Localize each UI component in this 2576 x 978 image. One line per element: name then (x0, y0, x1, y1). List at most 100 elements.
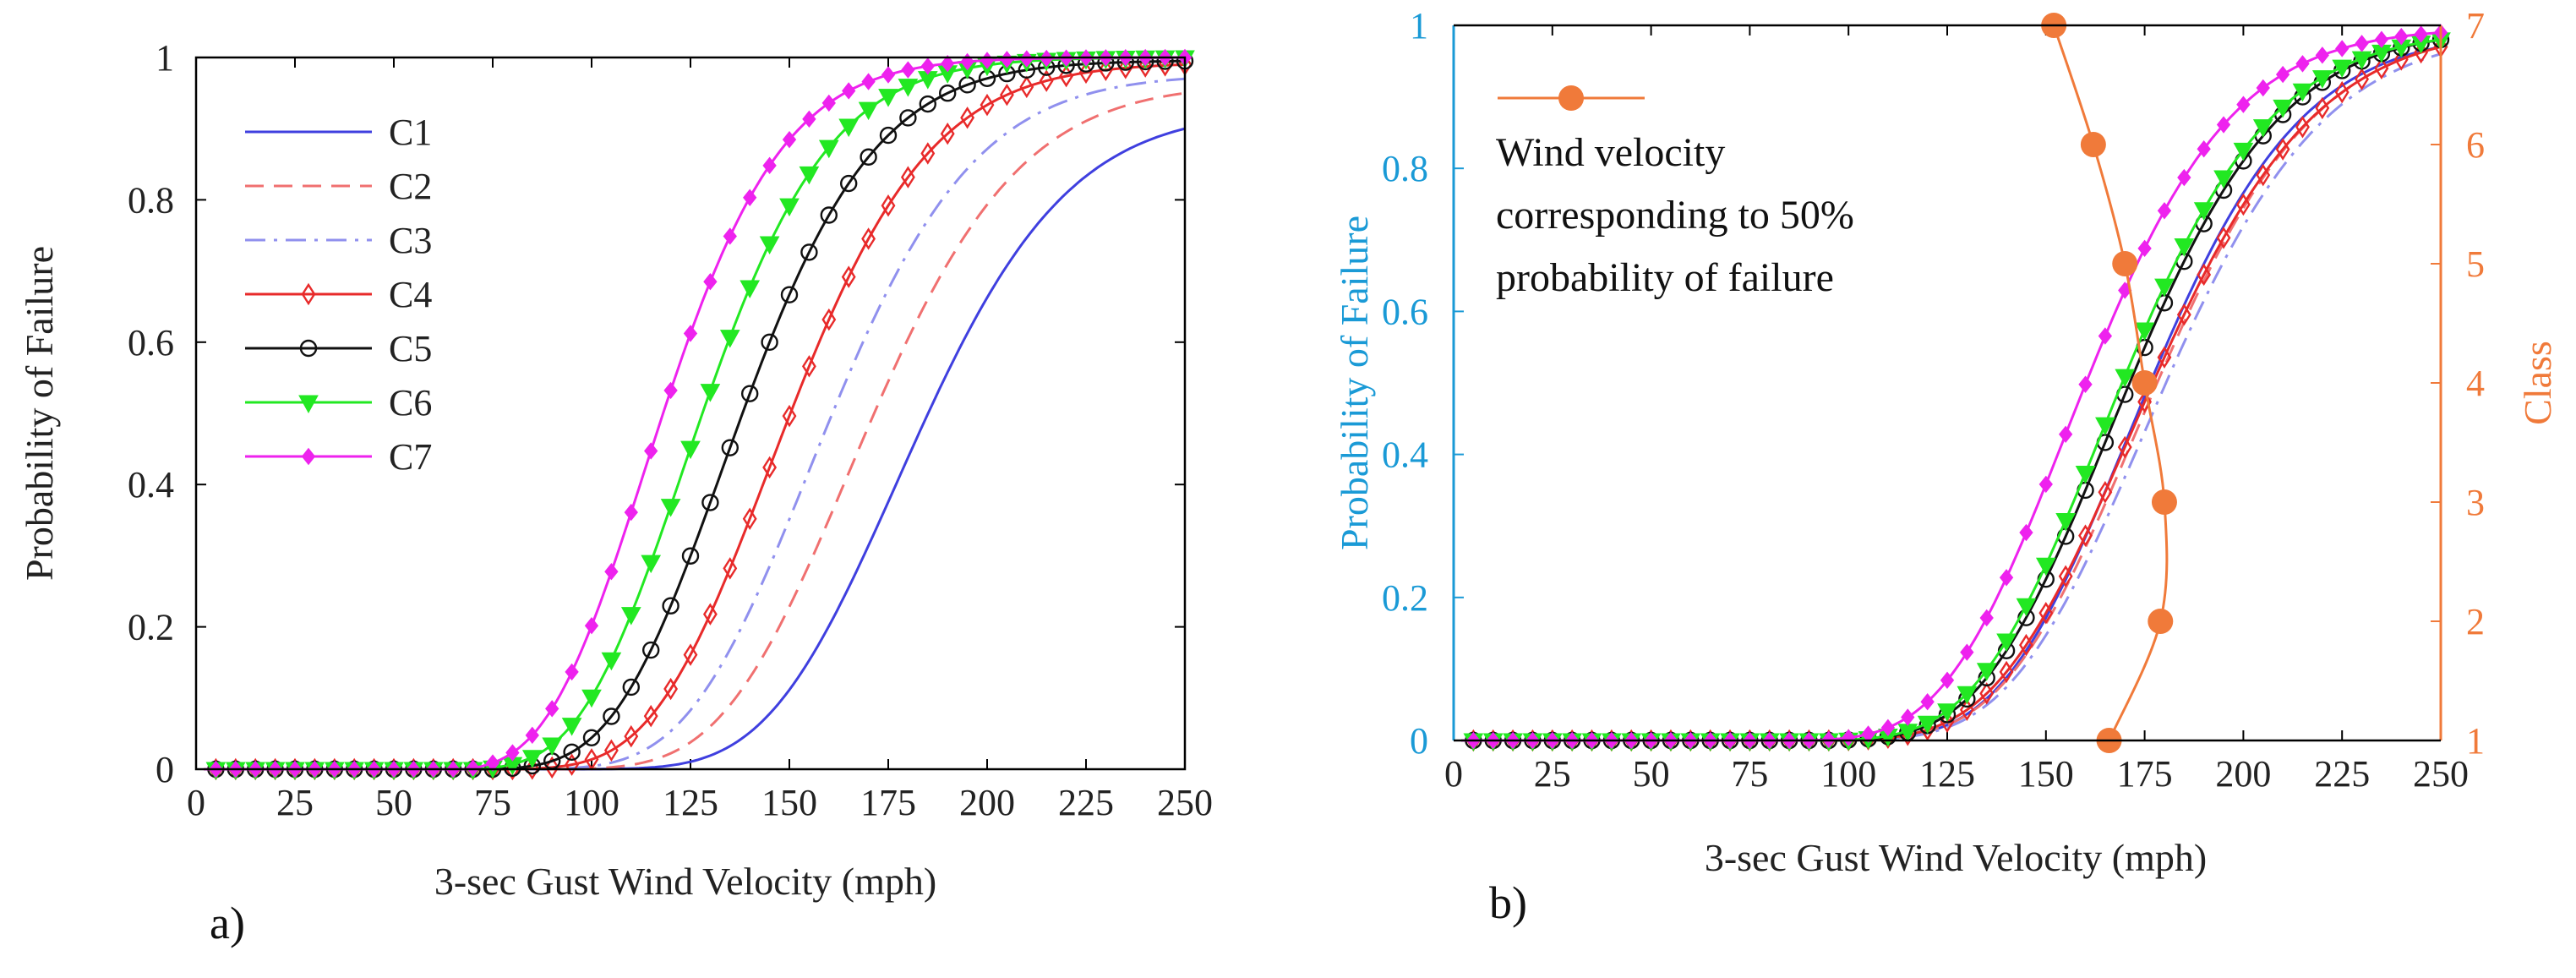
data-point-c5 (820, 206, 838, 224)
data-point-c6 (1937, 703, 1957, 722)
data-point-c6 (2035, 557, 2056, 576)
data-point-c4 (2197, 263, 2212, 287)
panel-b-label: b) (1489, 877, 1527, 928)
data-point-c4 (544, 756, 559, 779)
y2-tick-label: 7 (2466, 5, 2485, 46)
data-point-c7 (782, 130, 797, 149)
y-tick-label: 0.2 (1382, 577, 1428, 619)
data-point-c7 (2098, 327, 2113, 345)
data-point-c7 (644, 442, 658, 460)
data-point-c7 (466, 759, 480, 777)
data-point-c4 (1118, 57, 1133, 79)
x-tick-label: 0 (187, 782, 205, 823)
data-point-c6 (1976, 663, 1997, 681)
data-point-c5 (681, 547, 700, 565)
legend-label: C6 (389, 382, 432, 423)
data-point-c7 (821, 94, 836, 112)
data-point-c5 (582, 729, 601, 746)
data-point-c4 (2275, 138, 2290, 161)
data-point-c5 (642, 641, 660, 659)
data-point-c7 (1880, 718, 1896, 737)
data-point-c5 (662, 597, 679, 615)
y2-tick-label: 4 (2466, 363, 2485, 404)
legend-item-c5: C5 (245, 328, 432, 369)
data-point-c7 (901, 61, 915, 79)
data-point-c7 (1920, 692, 1935, 711)
data-point-c4 (683, 643, 698, 666)
data-point-c7 (1019, 50, 1034, 68)
data-point-c7 (2394, 27, 2409, 46)
data-point-c4 (861, 227, 876, 250)
data-point-c7 (1999, 569, 2014, 587)
legend-label: C1 (389, 112, 432, 153)
data-point-c7 (723, 227, 737, 245)
data-point-c6 (641, 555, 662, 574)
data-point-c4 (801, 355, 816, 378)
data-point-c4 (2334, 80, 2350, 104)
x-tick-label: 225 (2314, 753, 2370, 795)
data-point-c6 (581, 689, 602, 708)
data-point-c4 (2355, 68, 2369, 90)
data-point-c4 (1959, 698, 1974, 721)
panel-b-class-series (2041, 13, 2177, 753)
data-point-c7 (920, 57, 935, 75)
data-point-c4 (702, 603, 718, 626)
panel-a-x-axis-label: 3-sec Gust Wind Velocity (mph) (434, 860, 936, 903)
panel-b-x-axis-label: 3-sec Gust Wind Velocity (mph) (1705, 836, 2207, 879)
data-point-c5 (741, 385, 759, 402)
legend-label: C5 (389, 328, 432, 369)
data-point-c6 (799, 166, 820, 185)
data-point-c7 (881, 66, 896, 84)
y2-tick-label: 1 (2466, 720, 2485, 762)
data-point-c6 (2273, 99, 2293, 118)
data-point-c5 (701, 494, 719, 511)
y-tick-label: 0 (156, 749, 174, 790)
data-point-c7 (2295, 55, 2310, 73)
data-point-c4 (2098, 481, 2113, 504)
data-point-c4 (920, 142, 936, 165)
x-tick-label: 200 (2215, 753, 2271, 795)
data-point-c7 (2236, 96, 2251, 113)
panel-b-legend (1498, 85, 1645, 111)
legend-label: C7 (389, 436, 432, 478)
data-point-c4 (2157, 346, 2172, 369)
y-tick-label: 0 (1410, 720, 1428, 762)
data-point-c7 (861, 73, 876, 90)
data-point-c7 (2355, 35, 2369, 52)
x-tick-label: 175 (860, 782, 916, 823)
data-point-c7 (2038, 475, 2053, 494)
data-point-c6 (2193, 202, 2214, 221)
data-point-c6 (2016, 598, 2037, 617)
data-point-c4 (1138, 55, 1153, 78)
data-point-c6 (542, 737, 563, 756)
data-point-c7 (2197, 140, 2211, 158)
panel-b-annotation-line-3: probability of failure (1496, 255, 1834, 300)
y2-tick-label: 2 (2466, 601, 2485, 642)
data-point-c7 (2216, 116, 2231, 134)
x-tick-label: 0 (1444, 753, 1463, 795)
y-tick-label: 0.2 (128, 607, 174, 648)
data-point-c4 (663, 677, 679, 701)
legend-item-c1: C1 (245, 112, 432, 153)
series-line-c3 (204, 77, 1186, 771)
data-point-c4 (2176, 303, 2191, 326)
data-point-c4 (2256, 163, 2271, 187)
data-point-c5 (721, 439, 739, 456)
panel-a: 0 25 50 75 100 125 150 175 200 225 250 0 0.2 0.4 0.6 0.… (18, 37, 1213, 948)
data-point-c4 (643, 704, 658, 728)
data-point-c4 (2235, 193, 2251, 216)
data-point-c7 (584, 617, 599, 635)
data-point-c6 (2154, 278, 2175, 298)
class-point-3 (2151, 489, 2177, 515)
legend-item-c4: C4 (245, 274, 432, 315)
data-point-c7 (565, 663, 579, 681)
data-point-c5 (622, 678, 640, 697)
data-point-c4 (2295, 116, 2310, 139)
data-point-c7 (802, 110, 816, 128)
data-point-c7 (2137, 239, 2152, 258)
series-c2 (204, 91, 1186, 771)
data-point-c6 (1917, 715, 1938, 735)
data-point-c4 (999, 83, 1014, 107)
series-c5 (204, 52, 1194, 779)
